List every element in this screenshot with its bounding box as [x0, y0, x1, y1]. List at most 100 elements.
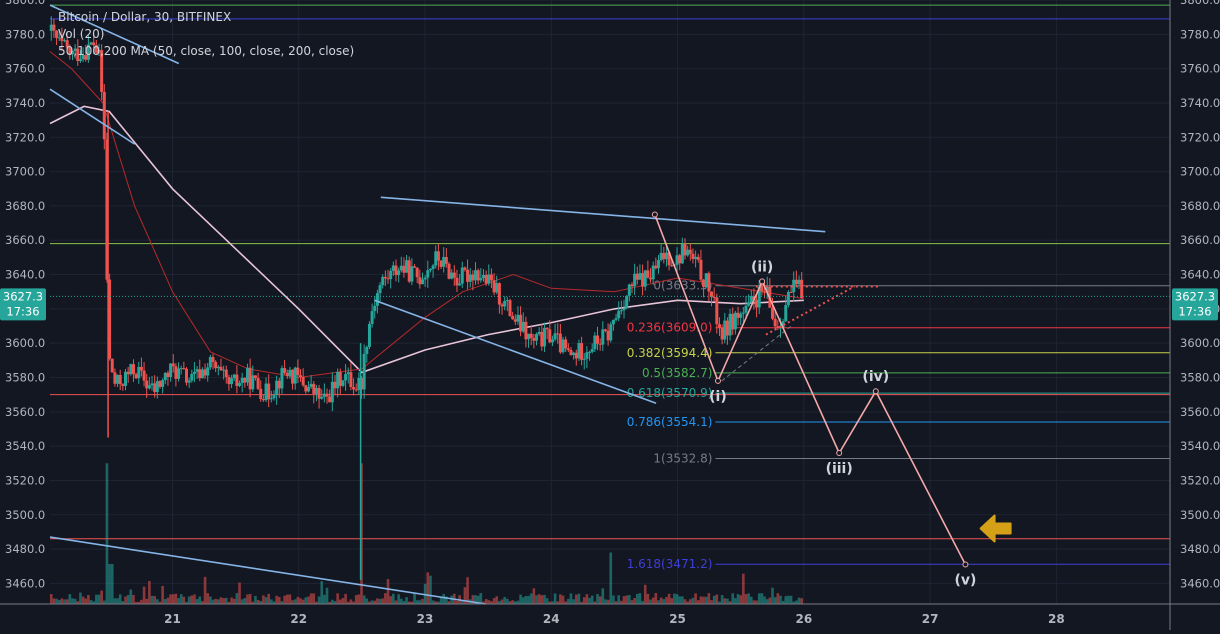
- candle-body: [744, 305, 748, 313]
- candle-body: [778, 327, 782, 329]
- volume-bar: [134, 601, 138, 604]
- volume-bar: [630, 600, 634, 604]
- candle-body: [654, 265, 658, 269]
- y-tick-label-left: 3560.0: [5, 405, 45, 419]
- volume-bar: [49, 593, 53, 604]
- candle-body: [328, 396, 332, 403]
- candle-body: [161, 380, 165, 387]
- candle-body: [688, 249, 692, 254]
- volume-bar: [516, 600, 520, 604]
- y-tick-label-right: 3600.0: [1180, 336, 1220, 350]
- trendline: [374, 299, 657, 404]
- candle-body: [479, 277, 483, 281]
- volume-bar: [95, 594, 98, 604]
- candle-body: [595, 335, 599, 344]
- candle-body: [296, 367, 300, 376]
- moving-average-mid: [49, 51, 804, 379]
- candle-body: [360, 377, 364, 390]
- candle-body: [352, 387, 356, 390]
- candle-body: [169, 363, 173, 377]
- bar-countdown-label: 17:36: [6, 304, 39, 318]
- y-tick-label-right: 3740.0: [1180, 96, 1220, 110]
- candle-body: [309, 383, 313, 388]
- volume-bar: [720, 595, 724, 604]
- fib-level-label: 0.236(3609.0): [627, 321, 713, 335]
- candle-body: [694, 256, 698, 260]
- volume-bar: [686, 601, 689, 604]
- candle-body: [747, 302, 751, 306]
- volume-bar: [696, 600, 700, 604]
- candle-body: [434, 251, 438, 266]
- volume-bar: [368, 601, 371, 604]
- volume-bar: [606, 599, 610, 604]
- wave-label: (iii): [826, 461, 853, 477]
- volume-bar: [574, 594, 578, 604]
- volume-bar: [132, 594, 135, 604]
- y-tick-label-right: 3760.0: [1180, 62, 1220, 76]
- volume-bar: [407, 601, 411, 604]
- candle-body: [203, 369, 207, 376]
- volume-bar: [498, 600, 501, 604]
- volume-bar: [76, 601, 80, 604]
- volume-bar: [209, 596, 212, 604]
- volume-bar: [490, 601, 493, 604]
- volume-bar: [105, 463, 109, 604]
- candle-body: [707, 273, 711, 292]
- volume-bar: [195, 599, 199, 604]
- volume-bar: [580, 601, 583, 604]
- volume-bar: [399, 598, 403, 604]
- candle-body: [664, 252, 668, 260]
- volume-bar: [161, 585, 164, 604]
- volume-bar: [169, 594, 172, 604]
- volume-bar: [641, 600, 644, 604]
- candle-body: [381, 276, 385, 286]
- candle-body: [243, 377, 247, 383]
- volume-bar: [299, 598, 302, 604]
- volume-bar: [628, 595, 631, 604]
- candle-body: [317, 387, 321, 399]
- moving-average-indicator-label: 50,100,200 MA (50, close, 100, close, 20…: [58, 44, 355, 58]
- y-tick-label-right: 3800.0: [1180, 0, 1220, 7]
- candle-body: [452, 272, 456, 278]
- volume-bar: [354, 595, 358, 604]
- last-price-badge-bg: [0, 288, 46, 321]
- volume-bar: [227, 601, 231, 604]
- volume-bar: [760, 593, 764, 604]
- volume-bar: [612, 595, 615, 604]
- volume-bar: [320, 581, 324, 604]
- volume-bar: [370, 600, 374, 604]
- y-tick-label-left: 3580.0: [5, 371, 45, 385]
- candle-body: [208, 357, 212, 368]
- volume-bar: [511, 600, 514, 604]
- volume-bar: [789, 595, 793, 604]
- candle-body: [540, 331, 544, 347]
- candle-body: [145, 380, 149, 389]
- candle-body: [656, 260, 660, 269]
- volume-bar: [280, 601, 284, 604]
- volume-bar: [325, 587, 329, 604]
- candle-body: [728, 313, 732, 336]
- volume-bar: [548, 601, 552, 604]
- candle-body: [267, 383, 271, 400]
- volume-bar: [609, 552, 613, 604]
- moving-average-slow: [49, 105, 804, 374]
- fib-level-label: 0.5(3582.7): [642, 366, 712, 380]
- candle-body: [423, 277, 427, 280]
- candle-body: [195, 369, 199, 372]
- volume-bar: [187, 596, 191, 604]
- volume-bar: [439, 597, 443, 604]
- candle-body: [678, 255, 682, 264]
- y-tick-label-right: 3520.0: [1180, 473, 1220, 487]
- y-tick-label-left: 3600.0: [5, 336, 45, 350]
- candle-body: [797, 279, 801, 285]
- candle-body: [635, 273, 639, 280]
- candle-body: [253, 375, 257, 379]
- trendline: [49, 88, 136, 145]
- candle-body: [625, 295, 629, 309]
- candle-body: [651, 265, 655, 280]
- candle-body: [139, 366, 143, 371]
- candle-body: [306, 387, 310, 392]
- candle-body: [564, 339, 568, 349]
- candle-body: [137, 366, 141, 379]
